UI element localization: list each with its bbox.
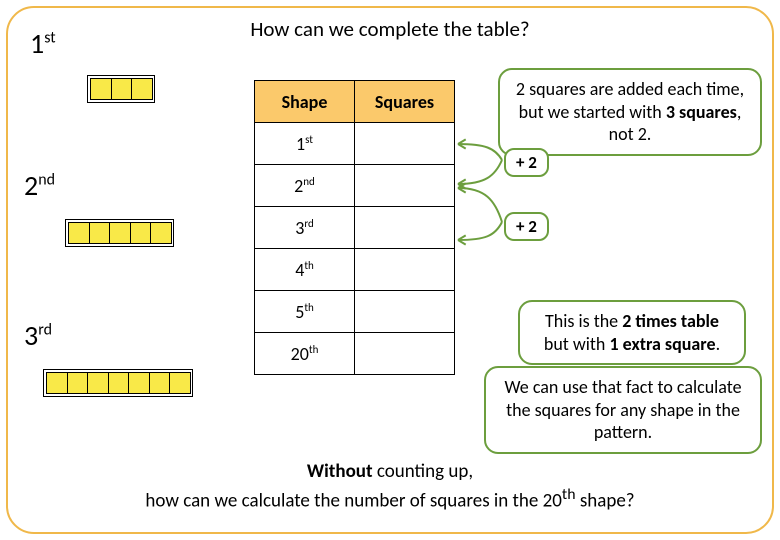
bottom-question: Without counting up, how can we calculat… xyxy=(0,460,780,514)
arrows xyxy=(0,0,780,540)
